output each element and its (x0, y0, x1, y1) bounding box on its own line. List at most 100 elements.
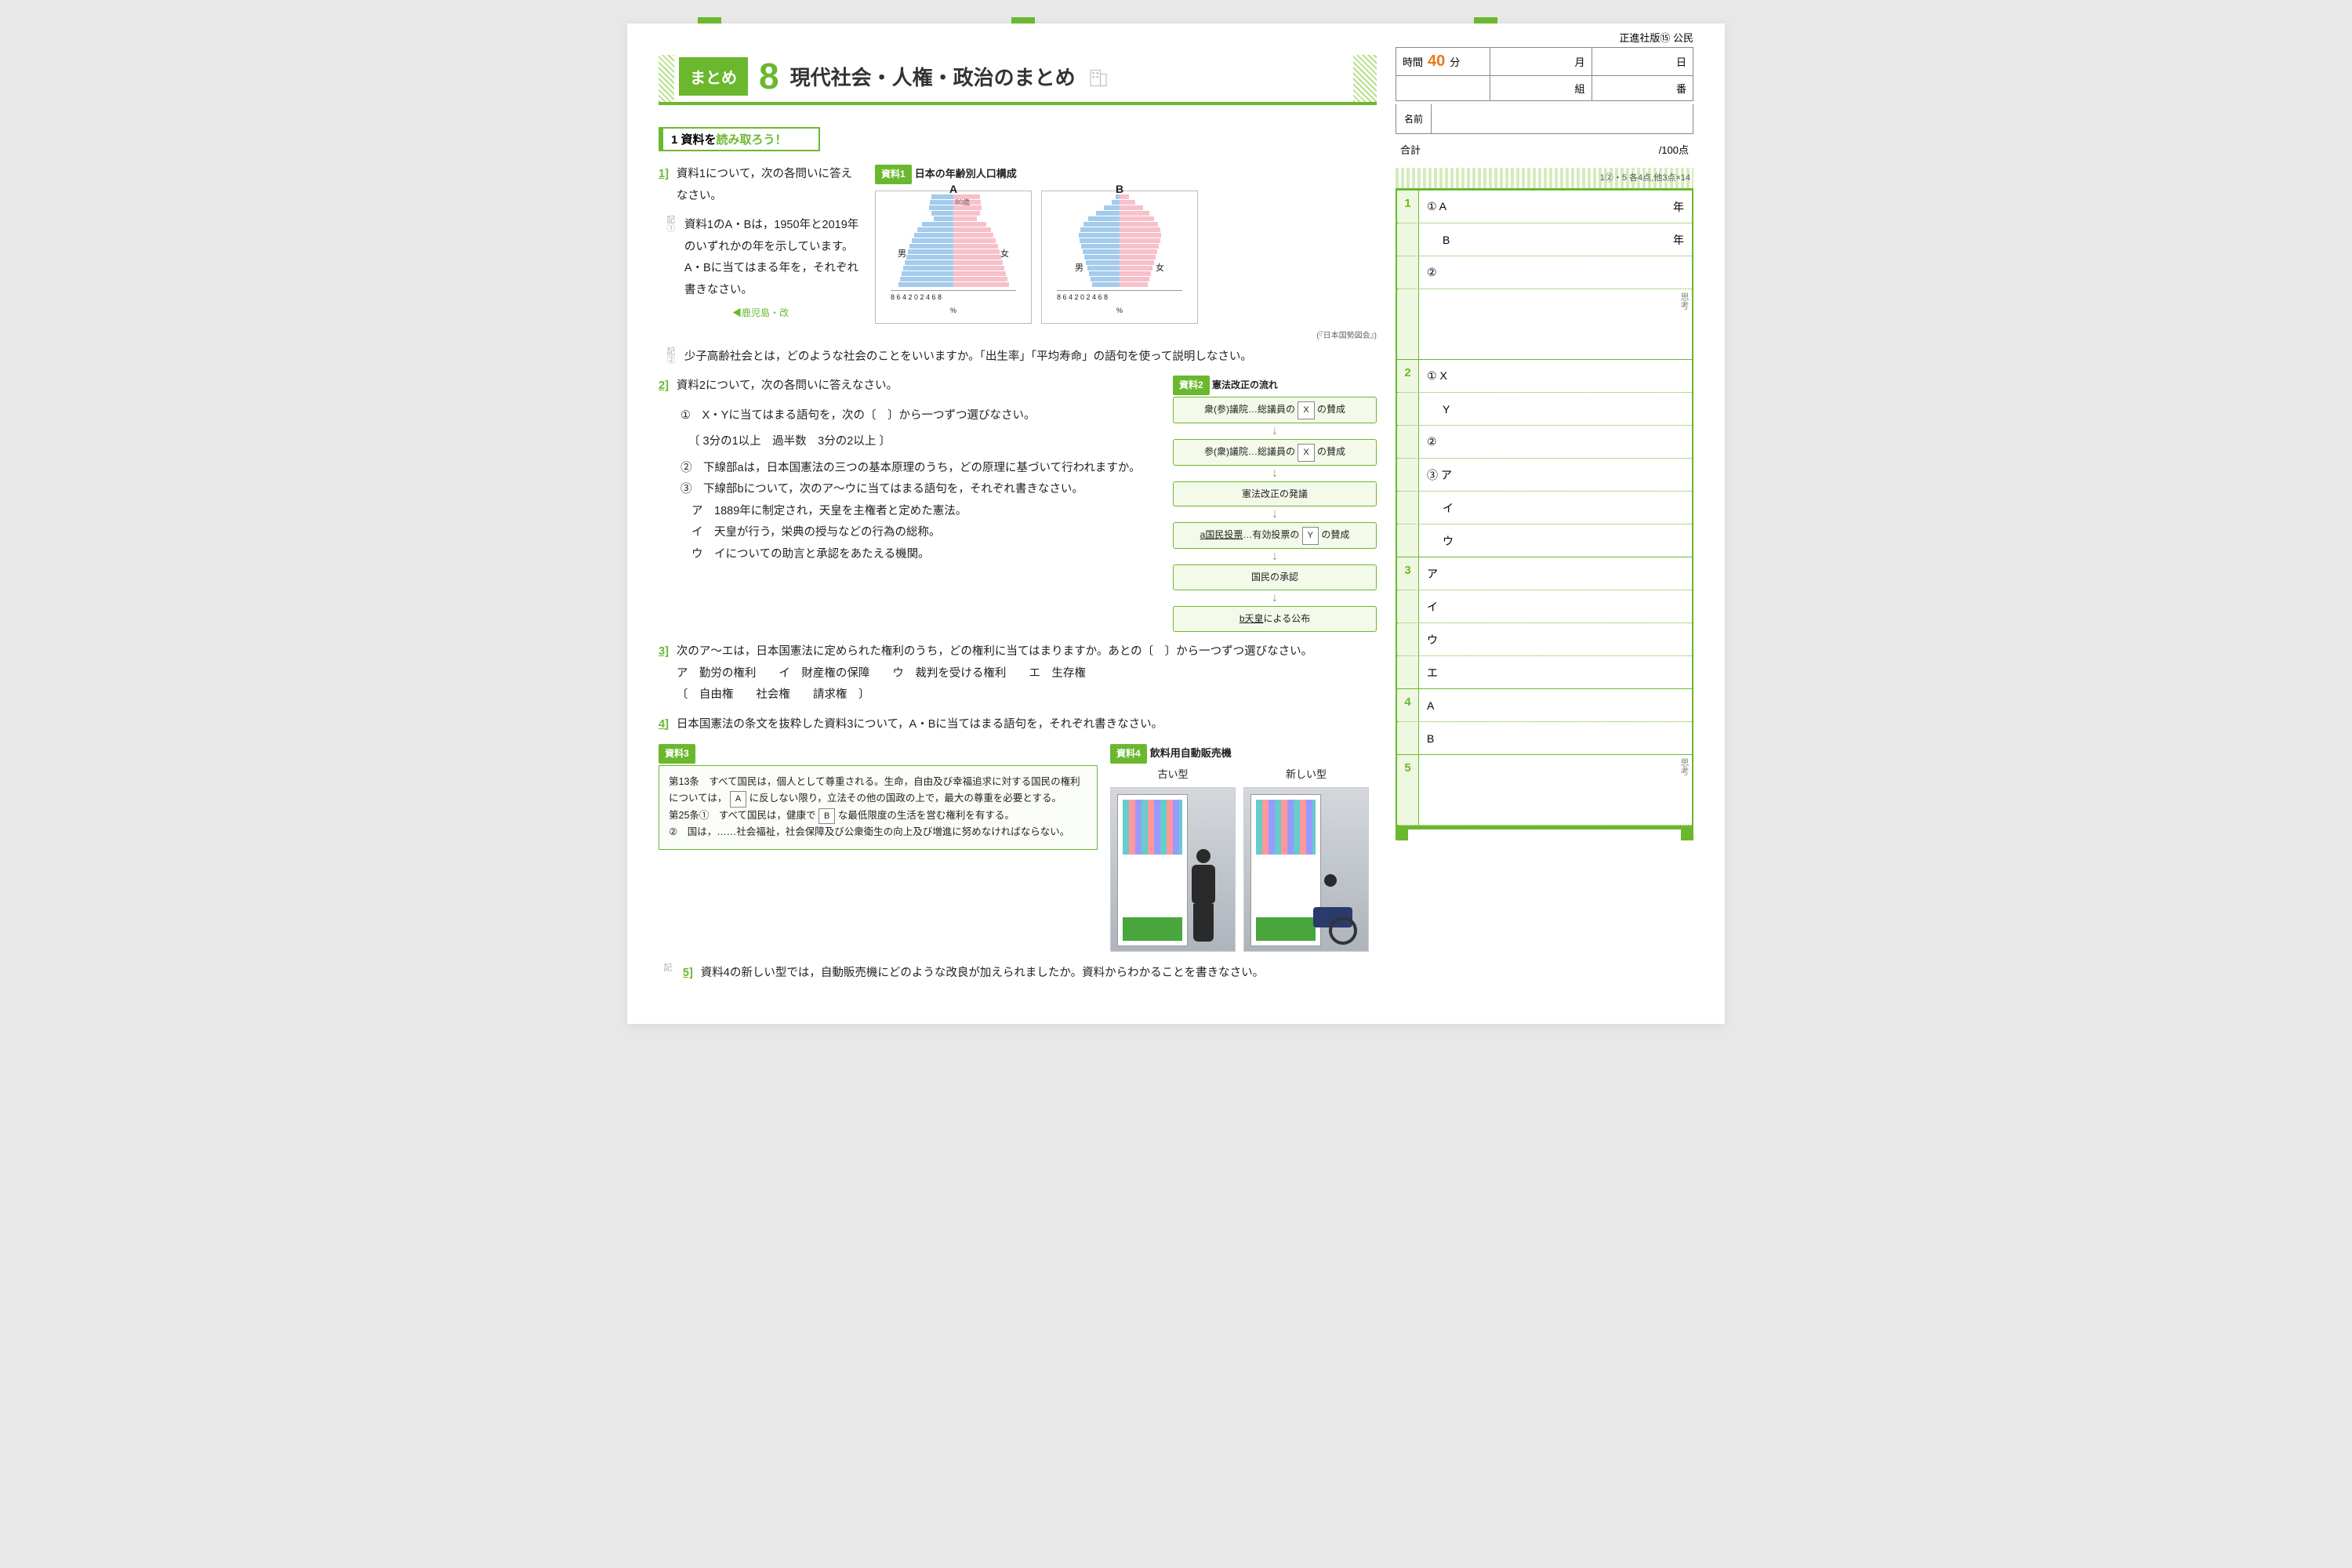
q5-number: 5] (683, 963, 693, 985)
chapter-title: 現代社会・人権・政治のまとめ (790, 62, 1076, 91)
axis-a: 8 6 4 2 0 2 4 6 8 (891, 290, 1016, 304)
question-4: 4] 日本国憲法の条文を抜粋した資料3について，A・Bに当てはまる語句を，それぞ… (659, 714, 1377, 736)
publisher: 正進社版⑮ 公民 (1619, 30, 1693, 45)
photo-new (1243, 787, 1369, 952)
class-label: 組 (1574, 81, 1584, 96)
q2-number: 2] (659, 376, 669, 397)
q2-sub3a: ア 1889年に制定され，天皇を主権者と定めた憲法。 (691, 501, 1160, 523)
flow-box-3: 憲法改正の発議 (1173, 481, 1377, 507)
title-row: まとめ 8 現代社会・人権・政治のまとめ (659, 55, 1377, 105)
group-5: 5 (1397, 755, 1419, 825)
q3-choices: 〔 自由権 社会権 請求権 〕 (677, 684, 1377, 706)
ans-1-1b: B (1427, 234, 1450, 246)
building-icon (1087, 64, 1110, 88)
unit-year: 年 (1673, 232, 1684, 248)
q2-sub3b: イ 天皇が行う，栄典の授与などの行為の総称。 (691, 522, 1160, 544)
source4-tag: 資料4 (1110, 744, 1147, 764)
section-heading-text: 1 資料を (671, 133, 717, 147)
unit-year: 年 (1673, 199, 1684, 215)
pyramid-a: A 男 女 80歳 8 6 4 2 0 2 4 6 8 % (875, 191, 1032, 324)
group-1: 1 (1397, 191, 1419, 223)
flow-arrow: ↓ (1173, 550, 1377, 563)
source3-tag: 資料3 (659, 744, 695, 764)
pyramid-b: B 男 女 8 6 4 2 0 2 4 6 8 % (1041, 191, 1198, 324)
q2-sub2: ② 下線部aは，日本国憲法の三つの基本原理のうち，どの原理に基づいて行われますか… (681, 458, 1160, 480)
think-label: 思考 (1676, 289, 1692, 359)
top-tabs (627, 17, 1725, 24)
q2-sub3c: ウ イについての助言と承認をあたえる機関。 (691, 544, 1160, 566)
ans-3-u: ウ (1427, 632, 1438, 648)
answer-grid: 1① A年 B年 ② 思考 2① X Y ② ③ ア イ ウ 3ア イ ウ エ … (1396, 188, 1693, 827)
group-3: 3 (1397, 557, 1419, 590)
ans-2-2: ② (1427, 435, 1437, 448)
source1-title: 日本の年齢別人口構成 (915, 168, 1017, 180)
flow-box-6: b天皇による公布 (1173, 606, 1377, 632)
question-1: 1] 資料1について，次の各問いに答えなさい。 (659, 164, 862, 207)
blank-x2: X (1298, 444, 1314, 462)
flow-box-2: 参(衆)議院…総議員の X の賛成 (1173, 439, 1377, 466)
population-pyramids: A 男 女 80歳 8 6 4 2 0 2 4 6 8 % B 男 (875, 191, 1377, 324)
ans-2-3i: イ (1427, 500, 1454, 516)
ans-2-1x: ① X (1427, 369, 1447, 383)
blank-x1: X (1298, 401, 1314, 419)
total-row: 合計 /100点 (1396, 134, 1693, 168)
q1-sub1-text: 資料1のA・Bは，1950年と2019年のいずれかの年を示しています。A・Bに当… (684, 215, 862, 301)
ans-2-1y: Y (1427, 403, 1450, 416)
article-box: 第13条 すべて国民は，個人として尊重される。生命，自由及び幸福追求に対する国民… (659, 765, 1098, 850)
flow-box-1: 衆(参)議院…総議員の X の賛成 (1173, 397, 1377, 423)
q2-sub3: ③ 下線部bについて，次のア～ウに当てはまる語句を，それぞれ書きなさい。 (681, 479, 1160, 501)
flow-box-5: 国民の承認 (1173, 564, 1377, 590)
q1-sub2-mark: 記② (662, 347, 678, 368)
source2-tag: 資料2 (1173, 376, 1210, 395)
chapter-number: 8 (759, 55, 779, 97)
ans-1-2: ② (1427, 266, 1437, 279)
q1-sub2-text: 少子高齢社会とは，どのような社会のことをいいますか。「出生率」「平均寿命」の語句… (684, 347, 1252, 368)
q5-mark: 記 (659, 963, 675, 985)
q2-sub1: ① X・Yに当てはまる語句を，次の〔 〕から一つずつ選びなさい。 (681, 405, 1160, 427)
name-field[interactable] (1432, 104, 1693, 133)
axis-b: 8 6 4 2 0 2 4 6 8 (1057, 290, 1182, 304)
name-row: 名前 (1396, 104, 1693, 134)
question-2: 2] 資料2について，次の各問いに答えなさい。 (659, 376, 1160, 397)
flow-arrow: ↓ (1173, 508, 1377, 521)
total-value: /100点 (1659, 142, 1689, 157)
seat-label: 番 (1676, 81, 1686, 96)
month-label: 月 (1574, 54, 1584, 69)
ans-3-e: エ (1427, 665, 1438, 681)
blank-b: B (818, 808, 835, 825)
flow-box-4: a国民投票…有効投票の Y の賛成 (1173, 522, 1377, 549)
think-label: 思考 (1676, 755, 1692, 825)
content: 1] 資料1について，次の各問いに答えなさい。 記① 資料1のA・Bは，1950… (659, 164, 1377, 985)
time-label: 時間 (1403, 54, 1423, 69)
q1-sub1: 記① 資料1のA・Bは，1950年と2019年のいずれかの年を示しています。A・… (659, 215, 862, 301)
q4-number: 4] (659, 714, 669, 736)
q3-text: 次のア～エは，日本国憲法に定められた権利のうち，どの権利に当てはまりますか。あと… (677, 641, 1377, 663)
name-label: 名前 (1396, 104, 1432, 133)
q5-text: 資料4の新しい型では，自動販売機にどのような改良が加えられましたか。資料からわか… (701, 963, 1377, 985)
photo-old (1110, 787, 1236, 952)
art13-tail: に反しない限り，立法その他の国政の上で，最大の尊重を必要とする。 (750, 793, 1062, 804)
art25-1-head: 第25条① すべて国民は，健康で (669, 810, 816, 821)
flow-arrow: ↓ (1173, 425, 1377, 437)
meta-box: 時間 40 分 月 日 組 番 (1396, 47, 1693, 101)
ans-1-1a: ① A (1427, 200, 1446, 213)
question-5: 記 5] 資料4の新しい型では，自動販売機にどのような改良が加えられましたか。資… (659, 963, 1377, 985)
ans-1-2-area[interactable] (1419, 289, 1676, 359)
source2-flowchart: 資料2 憲法改正の流れ 衆(参)議院…総議員の X の賛成 ↓ 参(衆)議院…総… (1173, 376, 1377, 633)
q4-text: 日本国憲法の条文を抜粋した資料3について，A・Bに当てはまる語句を，それぞれ書き… (677, 714, 1377, 736)
day-label: 日 (1676, 54, 1686, 69)
q2-text: 資料2について，次の各問いに答えなさい。 (677, 376, 1160, 397)
q1-text: 資料1について，次の各問いに答えなさい。 (677, 164, 862, 207)
ans-3-a: ア (1427, 566, 1438, 582)
total-label: 合計 (1400, 142, 1421, 157)
vending-photos: 古い型 新しい型 (1110, 765, 1377, 953)
ans-5-area[interactable] (1419, 755, 1676, 825)
ans-2-3u: ウ (1427, 533, 1454, 549)
ans-3-i: イ (1427, 599, 1438, 615)
source4-title: 飲料用自動販売機 (1150, 747, 1232, 759)
blank-y: Y (1302, 527, 1319, 545)
source1-note: ◀鹿児島・改 (659, 304, 862, 322)
pct-a: % (950, 304, 956, 318)
source1-credit: (『日本国勢図会』) (875, 328, 1377, 343)
art25-1-tail: な最低限度の生活を営む権利を有する。 (838, 810, 1014, 821)
